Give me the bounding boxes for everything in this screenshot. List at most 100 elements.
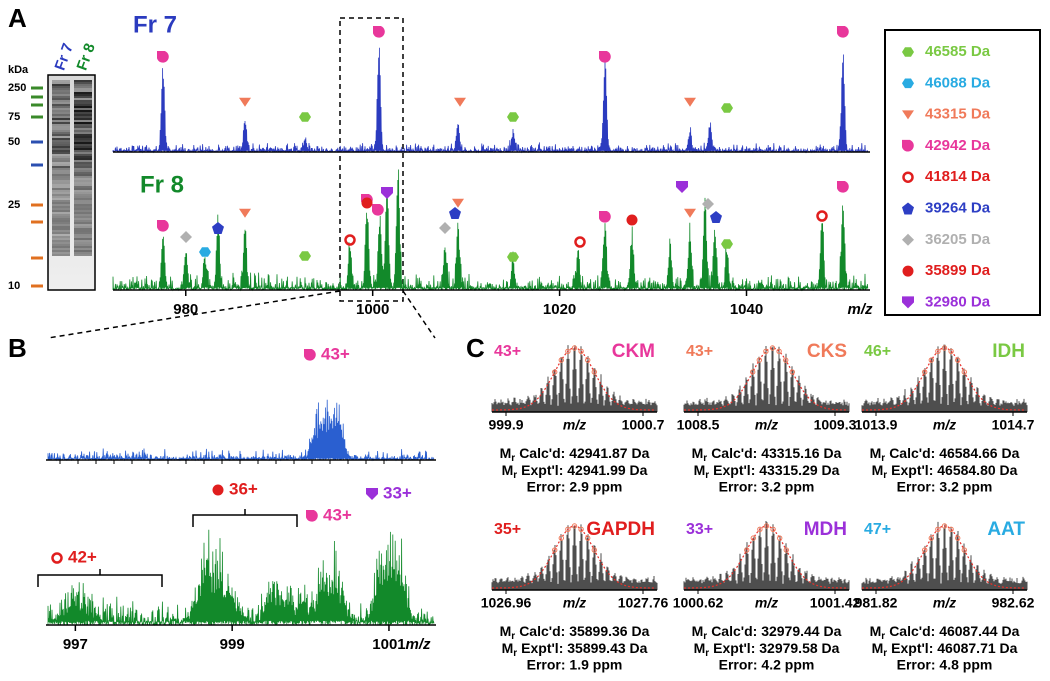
gel-band (74, 98, 92, 100)
mr-subscript: r (881, 453, 885, 464)
spectrum-trace (47, 529, 435, 627)
theoretical-point (585, 535, 591, 541)
theoretical-point (552, 369, 558, 375)
gel-band (52, 136, 70, 138)
marker-label: 50 (8, 136, 20, 148)
mr-subscript: r (705, 648, 709, 659)
mass-line: Mr Calc'd: 32979.44 Da (692, 623, 842, 642)
panel-label: C (466, 333, 485, 363)
charge-label: 43+ (323, 505, 352, 524)
marker-symbol (574, 236, 586, 248)
x-axis-label: m/z (933, 417, 956, 433)
mass-line: Mr Expt'l: 35899.43 Da (502, 640, 648, 659)
charge-label: 35+ (494, 521, 521, 538)
gel-band (74, 136, 92, 138)
mass-value: Expt'l: 32979.58 Da (713, 640, 840, 656)
gel-band (52, 178, 70, 180)
marker-symbol (306, 510, 318, 522)
gel-band (74, 86, 92, 88)
theoretical-point (961, 547, 967, 553)
gel-band (52, 170, 70, 172)
gel-band (52, 84, 70, 86)
gel-band (52, 164, 70, 166)
gel-band (74, 88, 92, 90)
marker-symbol (676, 181, 688, 193)
theoretical-point (783, 357, 789, 363)
gel-band (52, 234, 70, 236)
marker-symbol (702, 198, 714, 210)
mass-line: Mr Calc'd: 43315.16 Da (692, 445, 842, 464)
theoretical-point (961, 369, 967, 375)
gel-band (74, 200, 92, 202)
mr-subscript: r (703, 453, 707, 464)
legend-label: 36205 Da (925, 231, 991, 248)
marker-symbol (902, 110, 914, 120)
mr-subscript: r (881, 631, 885, 642)
mass-line: Mr Expt'l: 46584.80 Da (872, 462, 1018, 481)
gel-band (52, 184, 70, 186)
mass-line: Mr Expt'l: 46087.71 Da (872, 640, 1018, 659)
gel-band (52, 206, 70, 208)
gel-band (74, 220, 92, 222)
marker-symbol (684, 208, 696, 218)
x-tick-label: 980 (173, 301, 198, 318)
gel-band (52, 192, 70, 194)
mr-symbol: M (500, 623, 512, 639)
gel-band (52, 132, 70, 134)
mr-symbol: M (694, 640, 706, 656)
gel-band (74, 230, 92, 232)
gel-band (52, 98, 70, 100)
theoretical-point (763, 348, 769, 354)
x-axis-label: m/z (563, 595, 586, 611)
gel-band (52, 250, 70, 252)
gel-band (74, 206, 92, 208)
gel-band (52, 140, 70, 142)
charge-label: 33+ (383, 483, 412, 502)
gel-band (74, 96, 92, 98)
gel-band (74, 226, 92, 228)
x-axis-label: m/z (563, 417, 586, 433)
gel-band (52, 228, 70, 230)
gel-band (74, 90, 92, 92)
x-tick-label: 1000 (356, 301, 389, 318)
mr-symbol: M (502, 640, 514, 656)
gel-band (52, 108, 70, 110)
charge-label: 43+ (686, 343, 713, 360)
marker-symbol (439, 222, 451, 234)
marker-symbol (212, 484, 224, 496)
theoretical-point (928, 535, 934, 541)
gel-band (74, 106, 92, 108)
mass-line: Mr Calc'd: 42941.87 Da (500, 445, 650, 464)
mr-subscript: r (511, 631, 515, 642)
protein-label: IDH (992, 341, 1025, 362)
gel-band (52, 100, 70, 102)
marker-symbol (599, 51, 611, 63)
gel-band (52, 210, 70, 212)
gel-band (52, 150, 70, 152)
gel-band (52, 106, 70, 108)
legend-label: 46088 Da (925, 74, 991, 91)
mass-value: Expt'l: 46584.80 Da (891, 462, 1018, 478)
gel-band (52, 252, 70, 254)
gel-band (74, 186, 92, 188)
x-tick-label: 1000.7 (622, 417, 665, 433)
gel-band (74, 132, 92, 134)
gel-band (52, 246, 70, 248)
isotope-trace (683, 346, 850, 412)
mass-value: Expt'l: 42941.99 Da (521, 462, 648, 478)
marker-symbol (902, 78, 914, 89)
zoom-box (339, 17, 404, 302)
gel-band (74, 246, 92, 248)
mr-symbol: M (872, 462, 884, 478)
theoretical-point (941, 523, 948, 529)
theoretical-point (591, 369, 597, 375)
mr-subscript: r (705, 470, 709, 481)
gel-band (52, 222, 70, 224)
gel-band (74, 202, 92, 204)
gel-band (52, 208, 70, 210)
charge-label: 43+ (494, 343, 521, 360)
gel-band (74, 208, 92, 210)
protein-label: AAT (987, 519, 1025, 540)
gel-band (74, 178, 92, 180)
mr-subscript: r (703, 631, 707, 642)
